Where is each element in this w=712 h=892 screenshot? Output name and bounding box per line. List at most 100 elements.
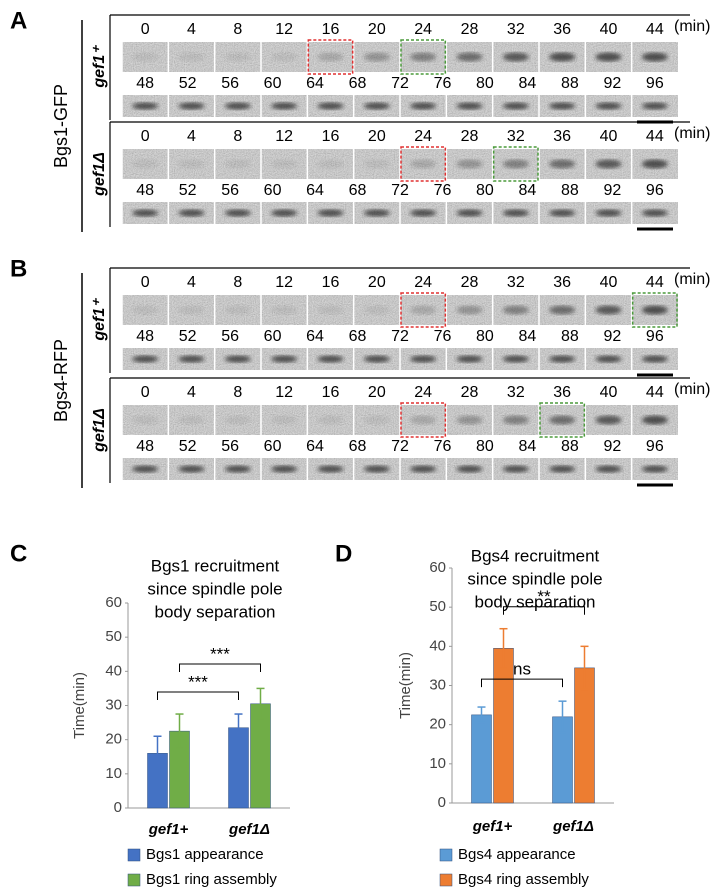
ring-signal xyxy=(271,209,298,217)
ring-signal xyxy=(178,355,205,363)
time-label: 28 xyxy=(461,274,479,291)
ring-signal xyxy=(549,305,576,315)
unit-label: (min) xyxy=(674,18,710,35)
ring-signal xyxy=(456,355,483,363)
time-label: 28 xyxy=(461,128,479,145)
time-label: 32 xyxy=(507,384,525,401)
time-label: 80 xyxy=(476,438,494,455)
time-label: 72 xyxy=(391,438,409,455)
y-tick-label: 30 xyxy=(105,696,122,713)
y-axis-label: Time(min) xyxy=(71,672,88,739)
significance-bracket xyxy=(179,663,261,673)
ring-signal xyxy=(502,159,529,169)
time-label: 4 xyxy=(187,384,196,401)
unit-label: (min) xyxy=(674,271,710,288)
ring-signal xyxy=(363,209,390,217)
y-tick-label: 50 xyxy=(429,598,446,615)
error-bar xyxy=(256,687,265,720)
ring-signal xyxy=(410,52,437,62)
ring-signal xyxy=(549,102,576,110)
ring-signal xyxy=(595,415,622,425)
time-label: 76 xyxy=(434,75,452,92)
ring-signal xyxy=(224,102,251,110)
time-label: 8 xyxy=(233,274,242,291)
time-label: 12 xyxy=(275,21,293,38)
y-tick-label: 60 xyxy=(105,594,122,611)
time-label: 24 xyxy=(414,384,432,401)
y-axis-label: Time(min) xyxy=(397,652,414,719)
y-tick-label: 10 xyxy=(105,765,122,782)
time-label: 84 xyxy=(519,182,537,199)
chart-title: since spindle pole xyxy=(467,569,602,588)
ring-signal xyxy=(595,305,622,315)
ring-signal xyxy=(224,355,251,363)
ring-signal xyxy=(641,52,668,62)
ring-signal xyxy=(641,355,668,363)
ring-signal xyxy=(178,465,205,473)
time-label: 68 xyxy=(349,75,367,92)
time-label: 92 xyxy=(603,75,621,92)
ring-signal xyxy=(178,305,205,315)
ring-signal xyxy=(271,102,298,110)
time-label: 16 xyxy=(322,274,340,291)
time-label: 84 xyxy=(519,328,537,345)
ring-signal xyxy=(224,305,251,315)
y-tick-label: 20 xyxy=(105,731,122,748)
ring-signal xyxy=(132,159,159,169)
significance-label: *** xyxy=(210,645,230,664)
time-label: 0 xyxy=(141,384,150,401)
time-label: 72 xyxy=(391,328,409,345)
time-label: 20 xyxy=(368,384,386,401)
ring-signal xyxy=(224,415,251,425)
chart-title: body separation xyxy=(155,602,276,621)
ring-signal xyxy=(595,102,622,110)
y-tick-label: 40 xyxy=(105,662,122,679)
y-tick-label: 30 xyxy=(429,676,446,693)
ring-signal xyxy=(641,209,668,217)
ring-signal xyxy=(641,305,668,315)
time-label: 24 xyxy=(414,128,432,145)
time-label: 84 xyxy=(519,75,537,92)
chart-title: Bgs4 recruitment xyxy=(471,546,600,565)
time-label: 4 xyxy=(187,21,196,38)
ring-box xyxy=(631,292,678,328)
ring-signal xyxy=(317,305,344,315)
ring-signal xyxy=(132,355,159,363)
y-tick-label: 20 xyxy=(429,716,446,733)
time-label: 8 xyxy=(233,21,242,38)
legend-swatch xyxy=(439,848,453,862)
ring-signal xyxy=(363,102,390,110)
ring-box xyxy=(539,402,586,438)
panel-letter: B xyxy=(10,255,27,282)
time-label: 0 xyxy=(141,274,150,291)
time-label: 0 xyxy=(141,21,150,38)
strain-label: gef1⁺ xyxy=(91,298,108,342)
time-label: 0 xyxy=(141,128,150,145)
legend-label: Bgs1 appearance xyxy=(146,846,264,863)
time-label: 8 xyxy=(233,128,242,145)
time-label: 64 xyxy=(306,328,324,345)
time-label: 96 xyxy=(646,182,664,199)
time-label: 20 xyxy=(368,128,386,145)
time-label: 8 xyxy=(233,384,242,401)
time-label: 40 xyxy=(600,384,618,401)
ring-signal xyxy=(271,305,298,315)
ring-signal xyxy=(595,355,622,363)
ring-signal xyxy=(178,209,205,217)
time-label: 52 xyxy=(179,182,197,199)
ring-signal xyxy=(224,52,251,62)
time-label: 84 xyxy=(519,438,537,455)
time-label: 64 xyxy=(306,438,324,455)
time-label: 92 xyxy=(603,438,621,455)
ring-signal xyxy=(502,465,529,473)
ring-signal xyxy=(132,465,159,473)
ring-signal xyxy=(363,159,390,169)
significance-label: ** xyxy=(537,587,551,606)
ring-signal xyxy=(317,52,344,62)
time-label: 36 xyxy=(553,21,571,38)
unit-label: (min) xyxy=(674,381,710,398)
time-label: 36 xyxy=(553,128,571,145)
time-label: 64 xyxy=(306,182,324,199)
time-label: 92 xyxy=(603,328,621,345)
significance-bracket xyxy=(503,606,585,615)
